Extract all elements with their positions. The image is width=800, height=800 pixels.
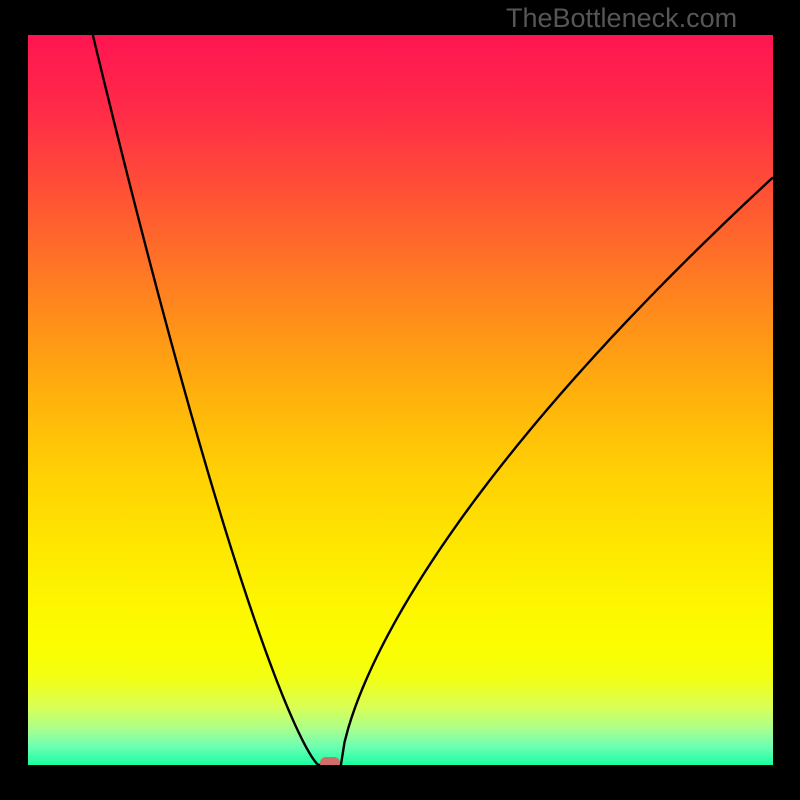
minimum-marker xyxy=(320,757,340,765)
plot-area xyxy=(28,35,773,765)
stage: TheBottleneck.com xyxy=(0,0,800,800)
watermark-text: TheBottleneck.com xyxy=(506,3,737,34)
curve-path xyxy=(93,35,773,765)
bottleneck-curve xyxy=(28,35,773,765)
